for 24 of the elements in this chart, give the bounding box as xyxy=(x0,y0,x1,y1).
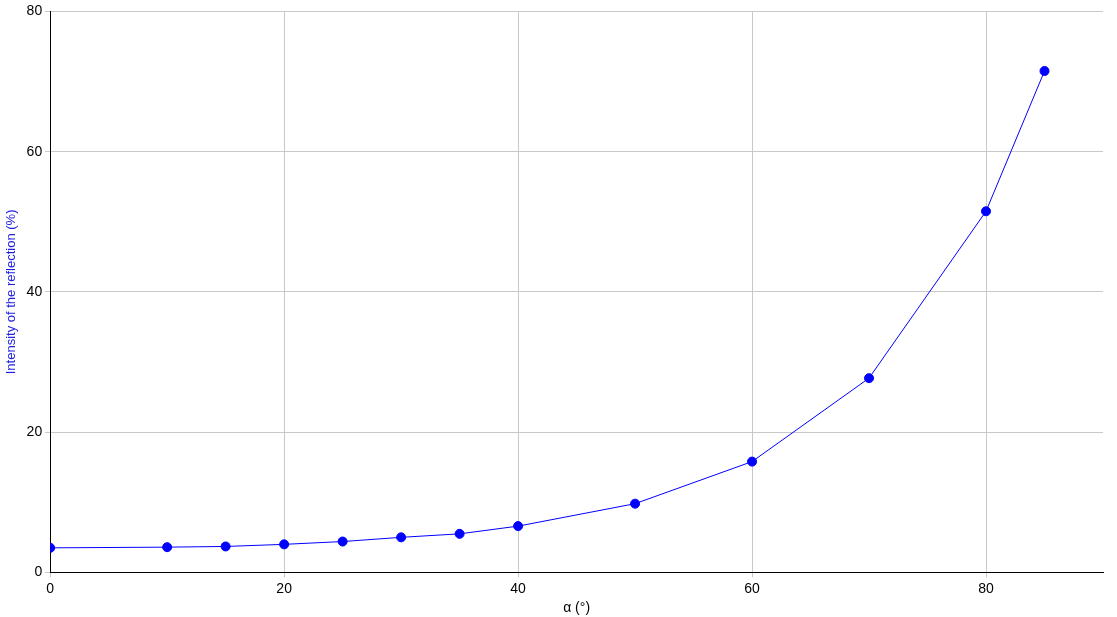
point xyxy=(454,528,465,539)
point xyxy=(220,541,231,552)
x-axis-title: α (°) xyxy=(563,599,591,616)
point xyxy=(337,536,348,547)
y-axis-title: Intensity of the reflection (%) xyxy=(3,209,19,375)
point xyxy=(630,498,641,509)
y-tick-label: 0 xyxy=(34,563,43,580)
point xyxy=(1039,66,1050,77)
x-tick-label: 40 xyxy=(510,579,527,596)
point xyxy=(747,456,758,467)
x-tick-label: 0 xyxy=(46,579,55,596)
point xyxy=(396,532,407,543)
point xyxy=(981,206,992,217)
point xyxy=(279,539,290,550)
y-tick-label: 60 xyxy=(26,142,43,159)
point xyxy=(513,521,524,532)
y-tick-label: 80 xyxy=(26,2,43,19)
y-tick-label: 20 xyxy=(26,423,43,440)
x-tick-label: 80 xyxy=(978,579,995,596)
y-tick-label: 40 xyxy=(26,282,43,299)
x-tick-label: 20 xyxy=(276,579,293,596)
point xyxy=(162,542,173,553)
x-tick-label: 60 xyxy=(744,579,761,596)
point xyxy=(864,373,875,384)
